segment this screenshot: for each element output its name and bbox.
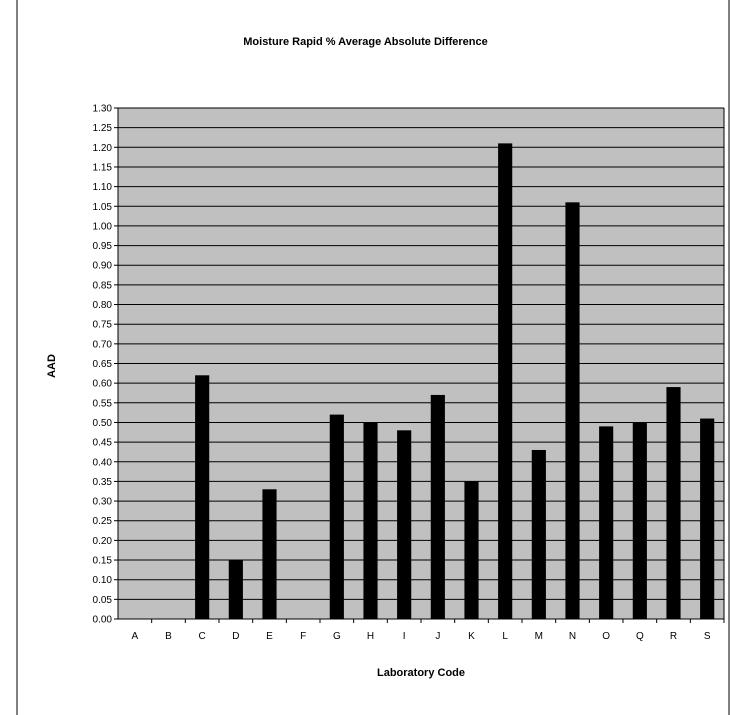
x-tick-label: H <box>367 631 374 642</box>
y-tick-label: 0.80 <box>93 300 113 311</box>
bar-d <box>228 560 243 619</box>
y-tick-label: 1.10 <box>93 182 113 193</box>
y-tick-label: 0.30 <box>93 497 113 508</box>
x-tick-label: N <box>569 631 576 642</box>
x-tick-label: O <box>602 631 610 642</box>
y-tick-label: 0.40 <box>93 457 113 468</box>
bar-r <box>666 387 681 619</box>
bar-i <box>397 430 412 619</box>
y-tick-label: 0.85 <box>93 280 113 291</box>
bar-q <box>632 422 647 619</box>
y-tick-label: 1.00 <box>93 221 113 232</box>
bar-h <box>363 422 378 619</box>
x-tick-label: J <box>435 631 440 642</box>
y-tick-label: 0.70 <box>93 339 113 350</box>
y-tick-label: 1.30 <box>93 104 113 115</box>
x-tick-label: R <box>670 631 677 642</box>
y-tick-label: 1.05 <box>93 202 113 213</box>
chart-title: Moisture Rapid % Average Absolute Differ… <box>243 36 488 48</box>
bar-o <box>599 426 614 619</box>
y-tick-label: 0.35 <box>93 477 113 488</box>
y-tick-label: 0.15 <box>93 556 113 567</box>
x-tick-label: F <box>300 631 306 642</box>
bar-l <box>498 143 513 619</box>
x-tick-label: L <box>502 631 508 642</box>
x-tick-label: M <box>535 631 543 642</box>
x-tick-label: E <box>266 631 273 642</box>
bar-e <box>262 489 277 619</box>
y-tick-label: 0.00 <box>93 615 113 626</box>
bar-n <box>565 202 580 620</box>
bar-g <box>329 414 344 619</box>
y-tick-label: 0.55 <box>93 398 113 409</box>
y-tick-label: 0.05 <box>93 595 113 606</box>
x-tick-label: S <box>704 631 711 642</box>
x-tick-label: K <box>468 631 475 642</box>
x-axis-title: Laboratory Code <box>376 667 465 679</box>
y-tick-label: 0.65 <box>93 359 113 370</box>
x-tick-label: C <box>199 631 206 642</box>
y-axis-title: AAD <box>46 354 58 378</box>
y-tick-label: 1.25 <box>93 123 113 134</box>
bar-k <box>464 481 479 619</box>
plot-area: 0.00 0.05 0.10 0.15 0.20 0.25 0.30 0.35 0.40 0.45… <box>93 104 725 642</box>
y-tick-label: 0.20 <box>93 536 113 547</box>
bar-m <box>531 449 546 619</box>
y-tick-label: 0.90 <box>93 261 113 272</box>
y-tick-label: 0.50 <box>93 418 113 429</box>
x-tick-label: G <box>333 631 341 642</box>
y-tick-label: 0.75 <box>93 320 113 331</box>
y-tick-label: 0.25 <box>93 516 113 527</box>
bar-s <box>700 418 715 619</box>
y-tick-label: 0.95 <box>93 241 113 252</box>
bar-j <box>430 394 445 619</box>
y-tick-label: 1.15 <box>93 162 113 173</box>
y-tick-label: 0.45 <box>93 438 113 449</box>
x-tick-label: Q <box>636 631 644 642</box>
x-tick-label: I <box>403 631 406 642</box>
y-tick-label: 0.10 <box>93 575 113 586</box>
y-tick-label: 1.20 <box>93 143 113 154</box>
bar-c <box>195 375 210 619</box>
y-tick-label: 0.60 <box>93 379 113 390</box>
x-tick-label: B <box>165 631 172 642</box>
x-tick-label: A <box>131 631 138 642</box>
x-tick-label: D <box>232 631 239 642</box>
